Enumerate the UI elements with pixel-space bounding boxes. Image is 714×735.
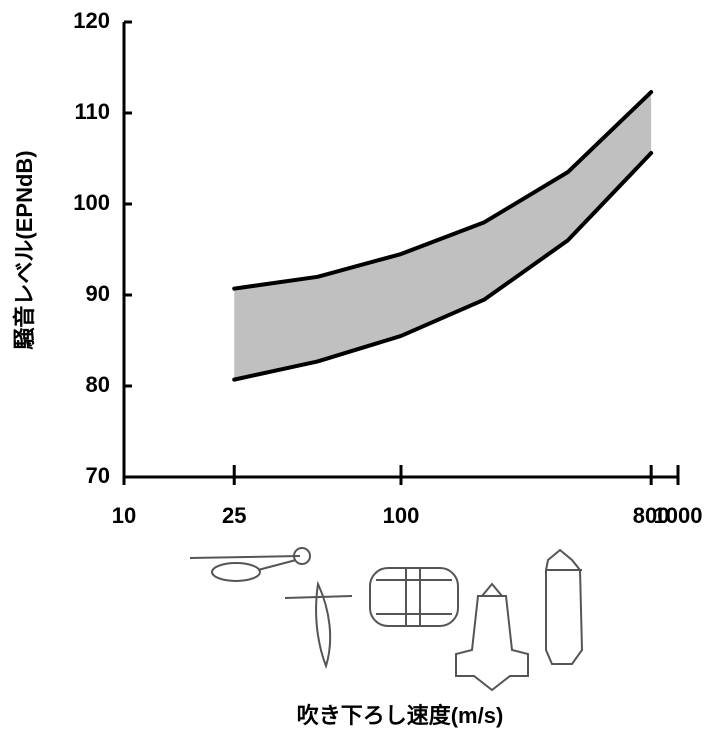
tiltrotor-icon: [285, 584, 352, 666]
x-axis-label: 吹き下ろし速度(m/s): [297, 703, 504, 728]
y-tick-label: 120: [73, 8, 110, 33]
x-tick-label: 1000: [654, 503, 703, 528]
fan-icon: [370, 568, 458, 626]
jet-icon: [456, 584, 528, 690]
y-tick-label: 90: [86, 281, 110, 306]
band-fill: [234, 92, 651, 380]
y-tick-label: 70: [86, 463, 110, 488]
x-tick-label: 10: [112, 503, 136, 528]
y-tick-label: 100: [73, 190, 110, 215]
y-tick-label: 80: [86, 372, 110, 397]
rocket-icon: [546, 550, 582, 664]
helicopter-icon: [190, 548, 310, 581]
y-tick-label: 110: [75, 99, 111, 124]
x-tick-label: 100: [383, 503, 420, 528]
chart: 70809010011012010251008001000 吹き下ろし速度(m/…: [0, 0, 714, 735]
aircraft-icons: [190, 548, 582, 690]
x-tick-label: 25: [222, 503, 246, 528]
y-axis-label: 騒音レベル(EPNdB): [12, 150, 37, 349]
